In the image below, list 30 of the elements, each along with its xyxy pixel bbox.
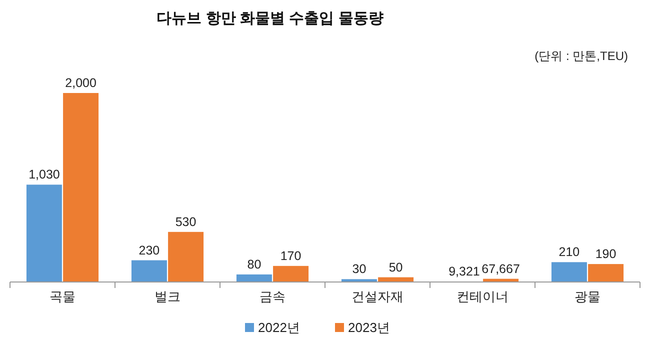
data-label: 50 xyxy=(388,260,403,274)
bar xyxy=(588,264,624,282)
bar xyxy=(236,274,272,282)
bar xyxy=(168,232,204,282)
bar xyxy=(131,260,167,282)
data-label: 9,321 xyxy=(448,264,480,279)
chart-title: 다뉴브 항만 화물별 수출입 물동량 xyxy=(156,10,384,27)
x-tick-label: 컨테이너 xyxy=(456,289,508,304)
x-tick-label: 곡물 xyxy=(50,289,76,304)
data-label: 67,667 xyxy=(482,262,520,276)
text: (단위 : 만톤,TEU) xyxy=(534,49,628,63)
x-tick-label: 벌크 xyxy=(154,289,180,304)
legend-label: 2023년 xyxy=(348,320,390,335)
data-label: 190 xyxy=(595,247,616,262)
data-label: 80 xyxy=(247,257,262,272)
data-label: 2,000 xyxy=(65,76,96,90)
bar xyxy=(273,266,309,282)
bar xyxy=(26,184,62,282)
data-label: 1,030 xyxy=(28,168,60,182)
data-label: 210 xyxy=(558,245,580,260)
bar xyxy=(63,93,99,282)
legend-label: 2022년 xyxy=(258,320,300,335)
data-label: 30 xyxy=(352,262,366,276)
x-tick-label: 광물 xyxy=(574,289,600,304)
x-tick-label: 금속 xyxy=(260,289,286,304)
data-label: 530 xyxy=(175,214,196,229)
data-label: 170 xyxy=(280,248,302,263)
x-tick-label: 건설자재 xyxy=(352,289,404,304)
bar xyxy=(551,262,587,282)
data-label: 230 xyxy=(138,243,160,258)
